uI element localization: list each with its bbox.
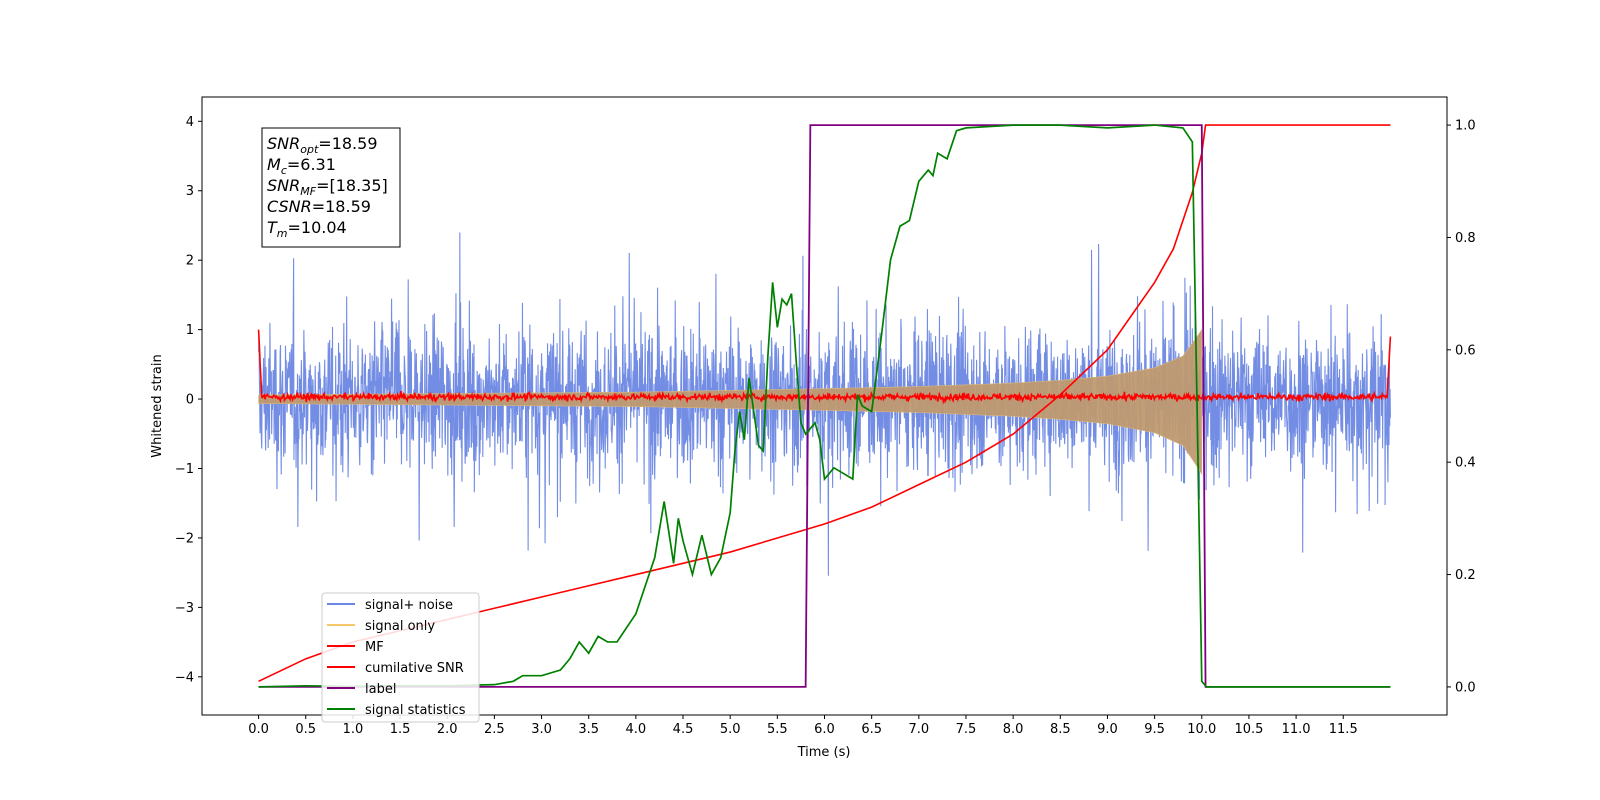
annotation-line: Mc=6.31 bbox=[267, 155, 336, 177]
x-tick-label: 0.5 bbox=[295, 722, 316, 737]
legend-label: cumilative SNR bbox=[365, 661, 464, 676]
legend-label: signal+ noise bbox=[365, 598, 453, 613]
x-tick-label: 4.5 bbox=[673, 722, 694, 737]
annotation-value: =18.59 bbox=[312, 197, 371, 216]
x-tick-label: 6.5 bbox=[861, 722, 882, 737]
series-layer bbox=[257, 124, 1392, 688]
annotation-symbol: CSNR bbox=[267, 197, 312, 216]
y-left-tick-label: 1 bbox=[186, 323, 194, 338]
x-axis-label: Time (s) bbox=[797, 745, 851, 760]
legend-label: signal statistics bbox=[365, 703, 466, 718]
x-tick-label: 10.5 bbox=[1234, 722, 1263, 737]
x-tick-label: 10.0 bbox=[1187, 722, 1216, 737]
legend: signal+ noise signal only MF cumilative SNR… bbox=[321, 592, 480, 723]
annotation-line: SNRopt=18.59 bbox=[267, 134, 378, 156]
y-left-tick-label: 3 bbox=[186, 184, 194, 199]
x-axis-ticks: 0.0 0.5 1.0 1.5 2.0 2.5 3.0 3.5 4.0 4.5 5.0 5.5 6.0 6… bbox=[248, 715, 1358, 737]
annotation-value: =18.59 bbox=[318, 134, 377, 153]
annotation-value: =[18.35] bbox=[316, 176, 388, 195]
annotation-symbol: T bbox=[267, 218, 278, 237]
x-tick-label: 8.5 bbox=[1050, 722, 1071, 737]
x-tick-label: 4.0 bbox=[626, 722, 647, 737]
y-right-tick-label: 0.6 bbox=[1455, 343, 1476, 358]
annotation-box-frame bbox=[261, 127, 401, 248]
y-right-axis-ticks: 1.0 0.8 0.6 0.4 0.2 0.0 bbox=[1447, 119, 1476, 695]
x-tick-label: 3.5 bbox=[578, 722, 599, 737]
x-tick-label: 1.0 bbox=[343, 722, 364, 737]
x-tick-label: 8.0 bbox=[1003, 722, 1024, 737]
x-tick-label: 11.0 bbox=[1282, 722, 1311, 737]
y-left-axis-ticks: 4 3 2 1 0 −1 −2 −3 −4 bbox=[175, 115, 202, 685]
y-right-tick-label: 1.0 bbox=[1455, 119, 1476, 134]
annotation-value: =10.04 bbox=[288, 218, 347, 237]
y-left-tick-label: −3 bbox=[175, 601, 194, 616]
series-signal-statistics-line bbox=[258, 124, 1391, 688]
y-right-tick-label: 0.0 bbox=[1455, 680, 1476, 695]
annotation-subscript: MF bbox=[300, 185, 316, 198]
annotation-symbol: SNR bbox=[267, 176, 300, 195]
series-mf-line bbox=[257, 329, 1392, 405]
x-tick-label: 7.5 bbox=[956, 722, 977, 737]
series-signal-only-envelope bbox=[258, 328, 1203, 476]
x-tick-label: 2.0 bbox=[437, 722, 458, 737]
y-left-tick-label: −4 bbox=[175, 670, 194, 685]
x-tick-label: 3.0 bbox=[531, 722, 552, 737]
x-tick-label: 0.0 bbox=[248, 722, 269, 737]
x-tick-label: 5.0 bbox=[720, 722, 741, 737]
legend-label: label bbox=[365, 682, 396, 697]
y-left-tick-label: 2 bbox=[186, 254, 194, 269]
x-tick-label: 5.5 bbox=[767, 722, 788, 737]
x-tick-label: 9.0 bbox=[1097, 722, 1118, 737]
x-tick-label: 9.5 bbox=[1144, 722, 1165, 737]
annotation-subscript: c bbox=[281, 164, 287, 177]
x-tick-label: 2.5 bbox=[484, 722, 505, 737]
annotation-line: CSNR=18.59 bbox=[267, 197, 371, 216]
annotation-subscript: m bbox=[277, 227, 288, 240]
y-left-tick-label: 4 bbox=[186, 115, 194, 130]
annotation-line: Tm=10.04 bbox=[267, 218, 347, 240]
legend-label: MF bbox=[365, 640, 384, 655]
y-left-tick-label: 0 bbox=[186, 393, 194, 408]
annotation-subscript: opt bbox=[300, 143, 319, 156]
annotation-symbol: SNR bbox=[267, 134, 300, 153]
legend-label: signal only bbox=[365, 619, 435, 634]
x-tick-label: 6.0 bbox=[814, 722, 835, 737]
annotation-line: SNRMF=[18.35] bbox=[267, 176, 388, 198]
y-right-tick-label: 0.2 bbox=[1455, 568, 1476, 583]
x-tick-label: 7.0 bbox=[908, 722, 929, 737]
y-axis-label: Whitened strain bbox=[150, 354, 165, 457]
x-tick-label: 1.5 bbox=[390, 722, 411, 737]
legend-frame bbox=[321, 592, 480, 723]
x-tick-label: 11.5 bbox=[1329, 722, 1358, 737]
y-left-tick-label: −1 bbox=[175, 462, 194, 477]
y-left-tick-label: −2 bbox=[175, 531, 194, 546]
y-right-tick-label: 0.8 bbox=[1455, 231, 1476, 246]
annotation-value: =6.31 bbox=[287, 155, 336, 174]
y-right-tick-label: 0.4 bbox=[1455, 456, 1476, 471]
annotation-symbol: M bbox=[267, 155, 281, 174]
annotation-box: SNRopt=18.59Mc=6.31SNRMF=[18.35]CSNR=18.… bbox=[261, 127, 401, 248]
